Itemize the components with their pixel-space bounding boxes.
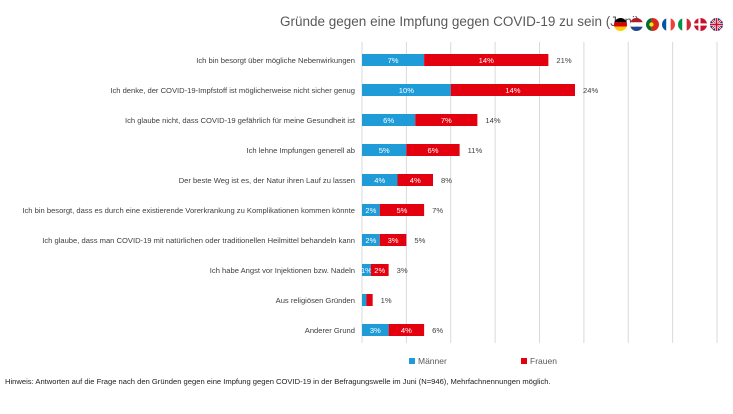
legend-label-frauen: Frauen: [530, 356, 557, 366]
total-label: 5%: [414, 236, 425, 245]
italy-flag-icon: [678, 18, 691, 31]
total-label: 3%: [397, 266, 408, 275]
bar-frauen: [397, 174, 433, 186]
bar-frauen: [379, 234, 407, 246]
legend-swatch-frauen: [521, 358, 527, 364]
legend-item-maenner: Männer: [409, 356, 447, 366]
bar-frauen: [424, 54, 549, 66]
bar-value-label: 10%: [399, 86, 414, 95]
footnote: Hinweis: Antworten auf die Frage nach de…: [5, 377, 551, 386]
category-label: Der beste Weg ist es, der Natur ihren La…: [179, 176, 355, 185]
bar-maenner: [362, 264, 371, 276]
legend-label-maenner: Männer: [418, 356, 447, 366]
chart-title: Gründe gegen eine Impfung gegen COVID-19…: [280, 14, 640, 29]
netherlands-flag-icon: [630, 18, 643, 31]
france-flag-icon: [662, 18, 675, 31]
category-label: Ich bin besorgt, dass es durch eine exis…: [22, 206, 355, 215]
bar-value-label: 6%: [428, 146, 439, 155]
bar-value-label: 2%: [365, 236, 376, 245]
bar-frauen: [388, 324, 425, 336]
category-label: Anderer Grund: [305, 326, 355, 335]
total-label: 11%: [468, 146, 483, 155]
bar-value-label: 7%: [441, 116, 452, 125]
category-label: Ich glaube, dass man COVID-19 mit natürl…: [42, 236, 355, 245]
bar-value-label: 5%: [379, 146, 390, 155]
category-label: Ich denke, der COVID-19-Impfstoff ist mö…: [110, 86, 355, 95]
category-label: Ich lehne Impfungen generell ab: [246, 146, 355, 155]
bar-maenner: [362, 144, 407, 156]
bar-value-label: 2%: [365, 206, 376, 215]
portugal-flag-icon: [646, 18, 659, 31]
bar-value-label: 6%: [383, 116, 394, 125]
bar-value-label: 3%: [388, 236, 399, 245]
total-label: 6%: [432, 326, 443, 335]
bar-value-label: 4%: [374, 176, 385, 185]
legend-item-frauen: Frauen: [521, 356, 557, 366]
bar-value-label: 2%: [374, 266, 385, 275]
bar-frauen: [406, 144, 460, 156]
total-label: 21%: [556, 56, 571, 65]
country-flags: [614, 18, 723, 32]
total-label: 8%: [441, 176, 452, 185]
bar-value-label: 4%: [401, 326, 412, 335]
bar-frauen: [379, 204, 425, 216]
bar-maenner: [362, 294, 367, 306]
total-label: 1%: [381, 296, 392, 305]
bar-maenner: [362, 204, 380, 216]
bar-value-label: 1%: [361, 266, 372, 275]
bar-maenner: [362, 174, 398, 186]
category-label: Ich glaube nicht, dass COVID-19 gefährli…: [125, 116, 356, 125]
category-label: Aus religiösen Gründen: [276, 296, 355, 305]
denmark-flag-icon: [694, 18, 707, 31]
bar-value-label: 14%: [479, 56, 494, 65]
category-label: Ich bin besorgt über mögliche Nebenwirku…: [196, 56, 355, 65]
bar-value-label: 5%: [396, 206, 407, 215]
bar-value-label: 4%: [410, 176, 421, 185]
total-label: 24%: [583, 86, 598, 95]
bar-frauen: [366, 294, 373, 306]
bar-value-label: 3%: [370, 326, 381, 335]
bar-maenner: [362, 114, 416, 126]
bar-frauen: [370, 264, 389, 276]
total-label: 14%: [485, 116, 500, 125]
bar-value-label: 7%: [388, 56, 399, 65]
total-label: 7%: [432, 206, 443, 215]
bar-maenner: [362, 234, 380, 246]
bar-frauen: [415, 114, 478, 126]
bar-value-label: 14%: [505, 86, 520, 95]
category-label: Ich habe Angst vor Injektionen bzw. Nade…: [210, 266, 355, 275]
bar-maenner: [362, 54, 425, 66]
germany-flag-icon: [614, 18, 627, 31]
legend-swatch-maenner: [409, 358, 415, 364]
bar-maenner: [362, 84, 451, 96]
bar-maenner: [362, 324, 389, 336]
bar-frauen: [450, 84, 575, 96]
